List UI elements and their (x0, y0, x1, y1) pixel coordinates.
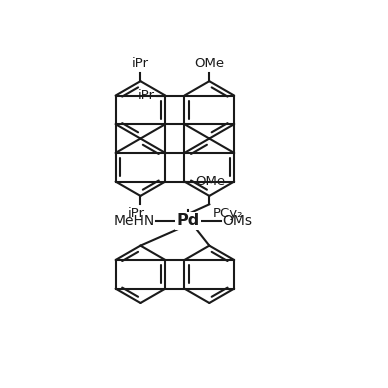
Text: iPr: iPr (128, 207, 145, 220)
Text: Pd: Pd (177, 213, 200, 228)
Text: PCy₂: PCy₂ (212, 207, 243, 220)
Text: iPr: iPr (132, 57, 149, 71)
Text: OMe: OMe (195, 175, 225, 188)
Text: OMe: OMe (194, 57, 224, 71)
Text: OMs: OMs (222, 214, 252, 228)
Text: iPr: iPr (138, 89, 154, 102)
Text: Pd: Pd (177, 213, 200, 228)
Text: MeHN: MeHN (113, 214, 154, 228)
